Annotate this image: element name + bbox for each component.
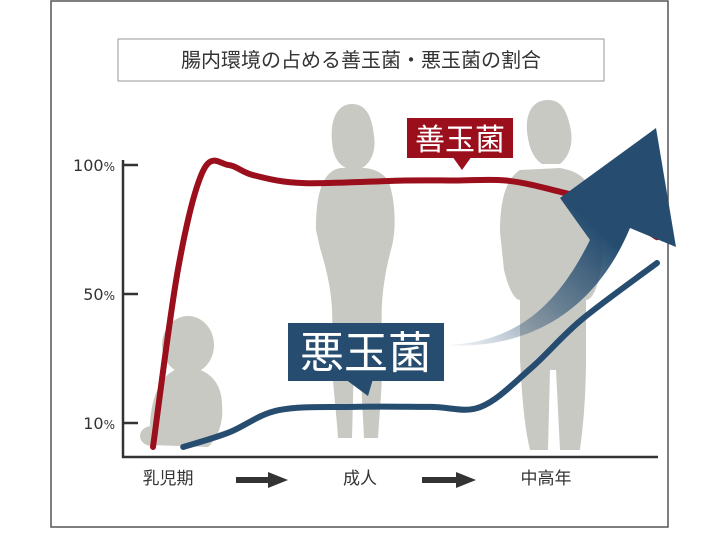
y-tick-label: 100%	[73, 156, 115, 175]
legend-label-bad-bacteria: 悪玉菌	[288, 323, 444, 396]
x-label-middle-age: 中高年	[521, 469, 572, 489]
chart-axes	[121, 160, 658, 459]
series-line-bad-bacteria	[180, 260, 660, 450]
y-axis-ticks: 100% 50% 10%	[73, 156, 138, 433]
legend-label-good-bacteria: 善玉菌	[407, 118, 513, 170]
x-label-infancy: 乳児期	[143, 469, 194, 489]
right-arrow-icon	[422, 472, 476, 488]
right-arrow-icon	[236, 472, 288, 488]
toddler-silhouette-icon	[140, 316, 223, 447]
y-tick-label: 50%	[83, 285, 115, 304]
y-tick-label: 10%	[83, 414, 115, 433]
label-good-bacteria-text: 善玉菌	[415, 123, 505, 158]
label-bad-bacteria-text: 悪玉菌	[300, 328, 432, 379]
big-upward-arrow-icon	[440, 128, 676, 346]
x-label-adulthood: 成人	[343, 469, 377, 489]
series-line-good-bacteria	[150, 157, 660, 450]
chart-title: 腸内環境の占める善玉菌・悪玉菌の割合	[181, 48, 541, 72]
title-box	[117, 38, 605, 82]
